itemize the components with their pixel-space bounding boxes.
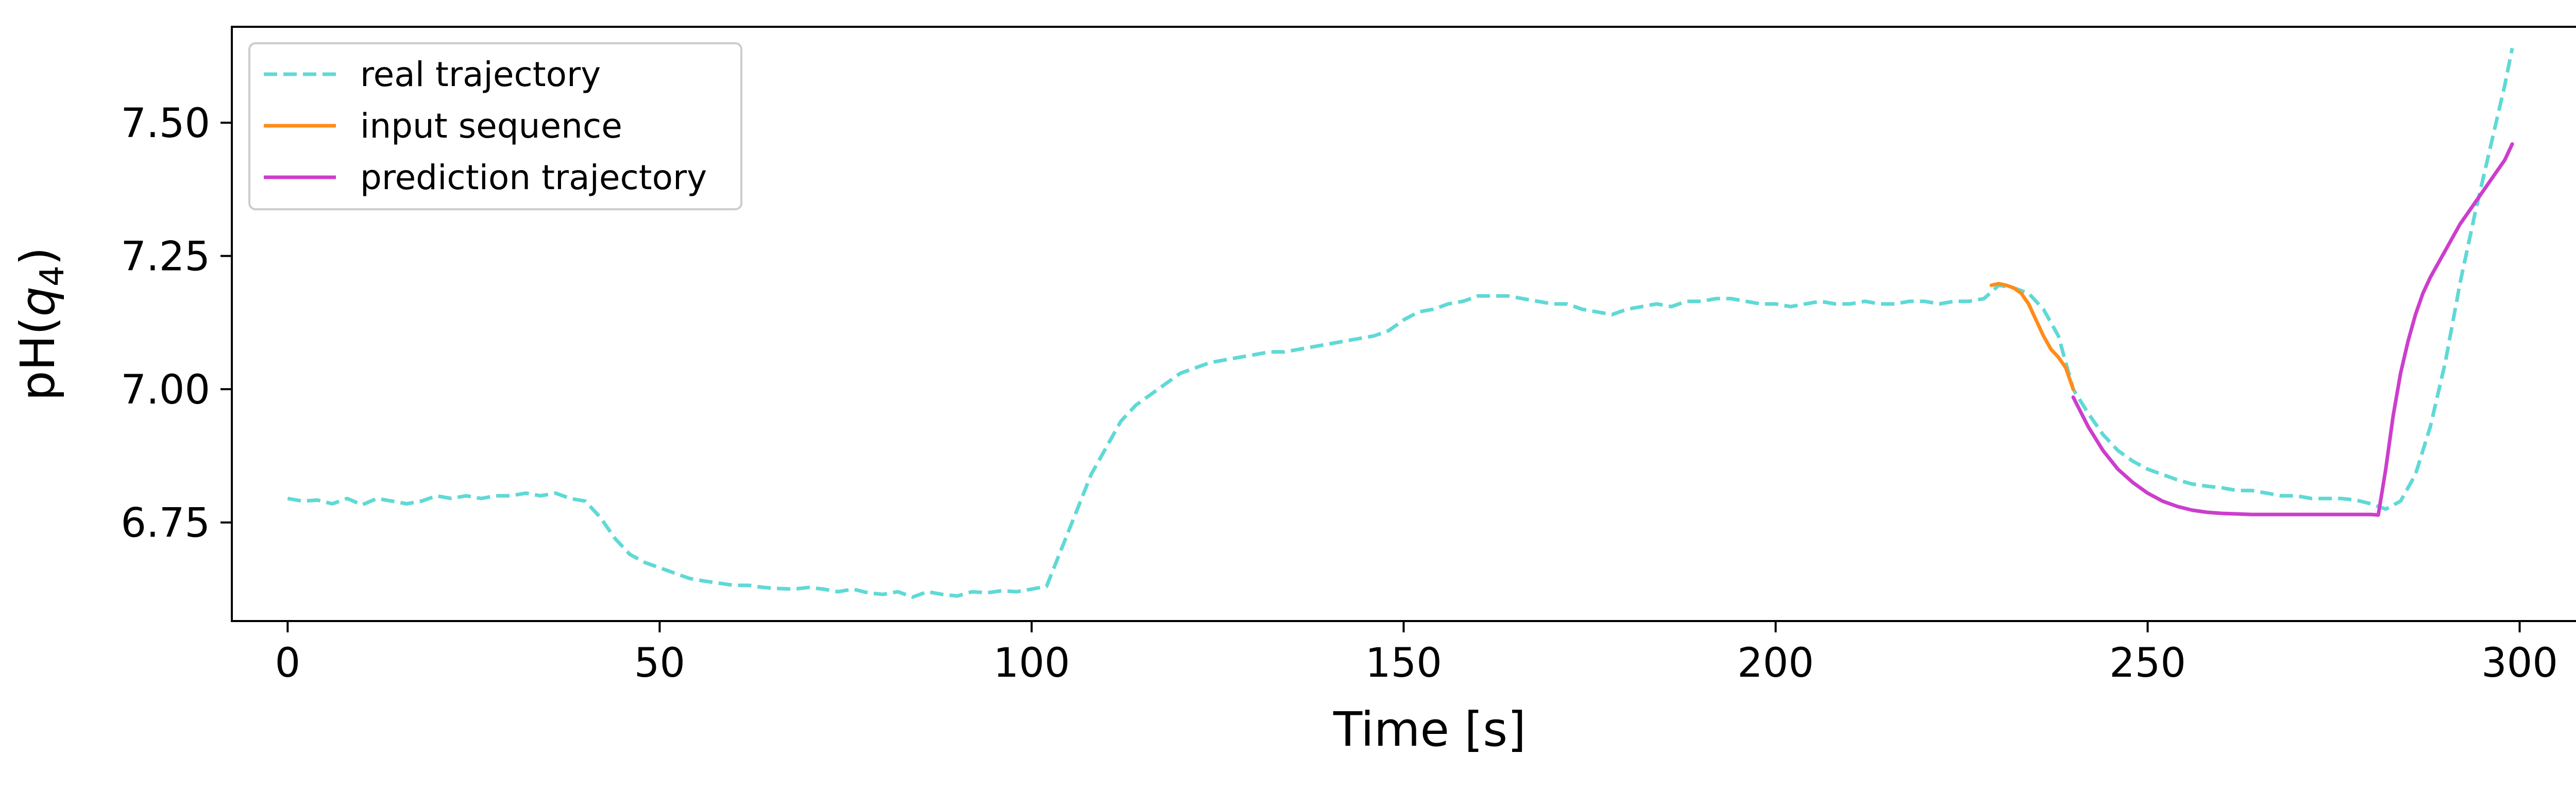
legend-label-0: real trajectory (360, 55, 601, 94)
axis-ticks: 0 50 100 150 200 250 300 6.75 7.00 7.25 7.50 (121, 101, 2558, 686)
y-axis-label-prefix: pH( (10, 316, 65, 400)
y-tick-label: 7.25 (121, 234, 210, 280)
y-axis-label: pH(q4) (10, 247, 72, 401)
series-line-1 (1989, 281, 2075, 391)
y-tick-label: 7.50 (121, 101, 210, 147)
x-tick-label: 0 (275, 640, 300, 686)
series-layer (287, 47, 2514, 599)
legend: real trajectory input sequence prediction … (248, 42, 742, 210)
y-tick-label: 7.00 (121, 367, 210, 413)
series-line-0 (287, 47, 2514, 599)
x-axis-label: Time [s] (1333, 702, 1526, 757)
x-tick-label: 250 (2109, 640, 2186, 686)
x-tick-label: 100 (993, 640, 1070, 686)
x-tick-label: 200 (1737, 640, 1814, 686)
x-tick-label: 150 (1365, 640, 1442, 686)
x-tick-label: 50 (634, 640, 685, 686)
legend-box (248, 42, 742, 210)
legend-label-2: prediction trajectory (360, 158, 707, 197)
plot-frame (231, 26, 2576, 622)
series-line-2 (2071, 142, 2514, 517)
x-tick-label: 300 (2481, 640, 2558, 686)
y-tick-label: 6.75 (121, 500, 210, 547)
y-axis-label-sub: 4 (33, 265, 72, 287)
y-axis-label-suffix: ) (10, 247, 65, 265)
legend-label-1: input sequence (360, 106, 622, 146)
y-axis-label-var: q (10, 287, 65, 316)
